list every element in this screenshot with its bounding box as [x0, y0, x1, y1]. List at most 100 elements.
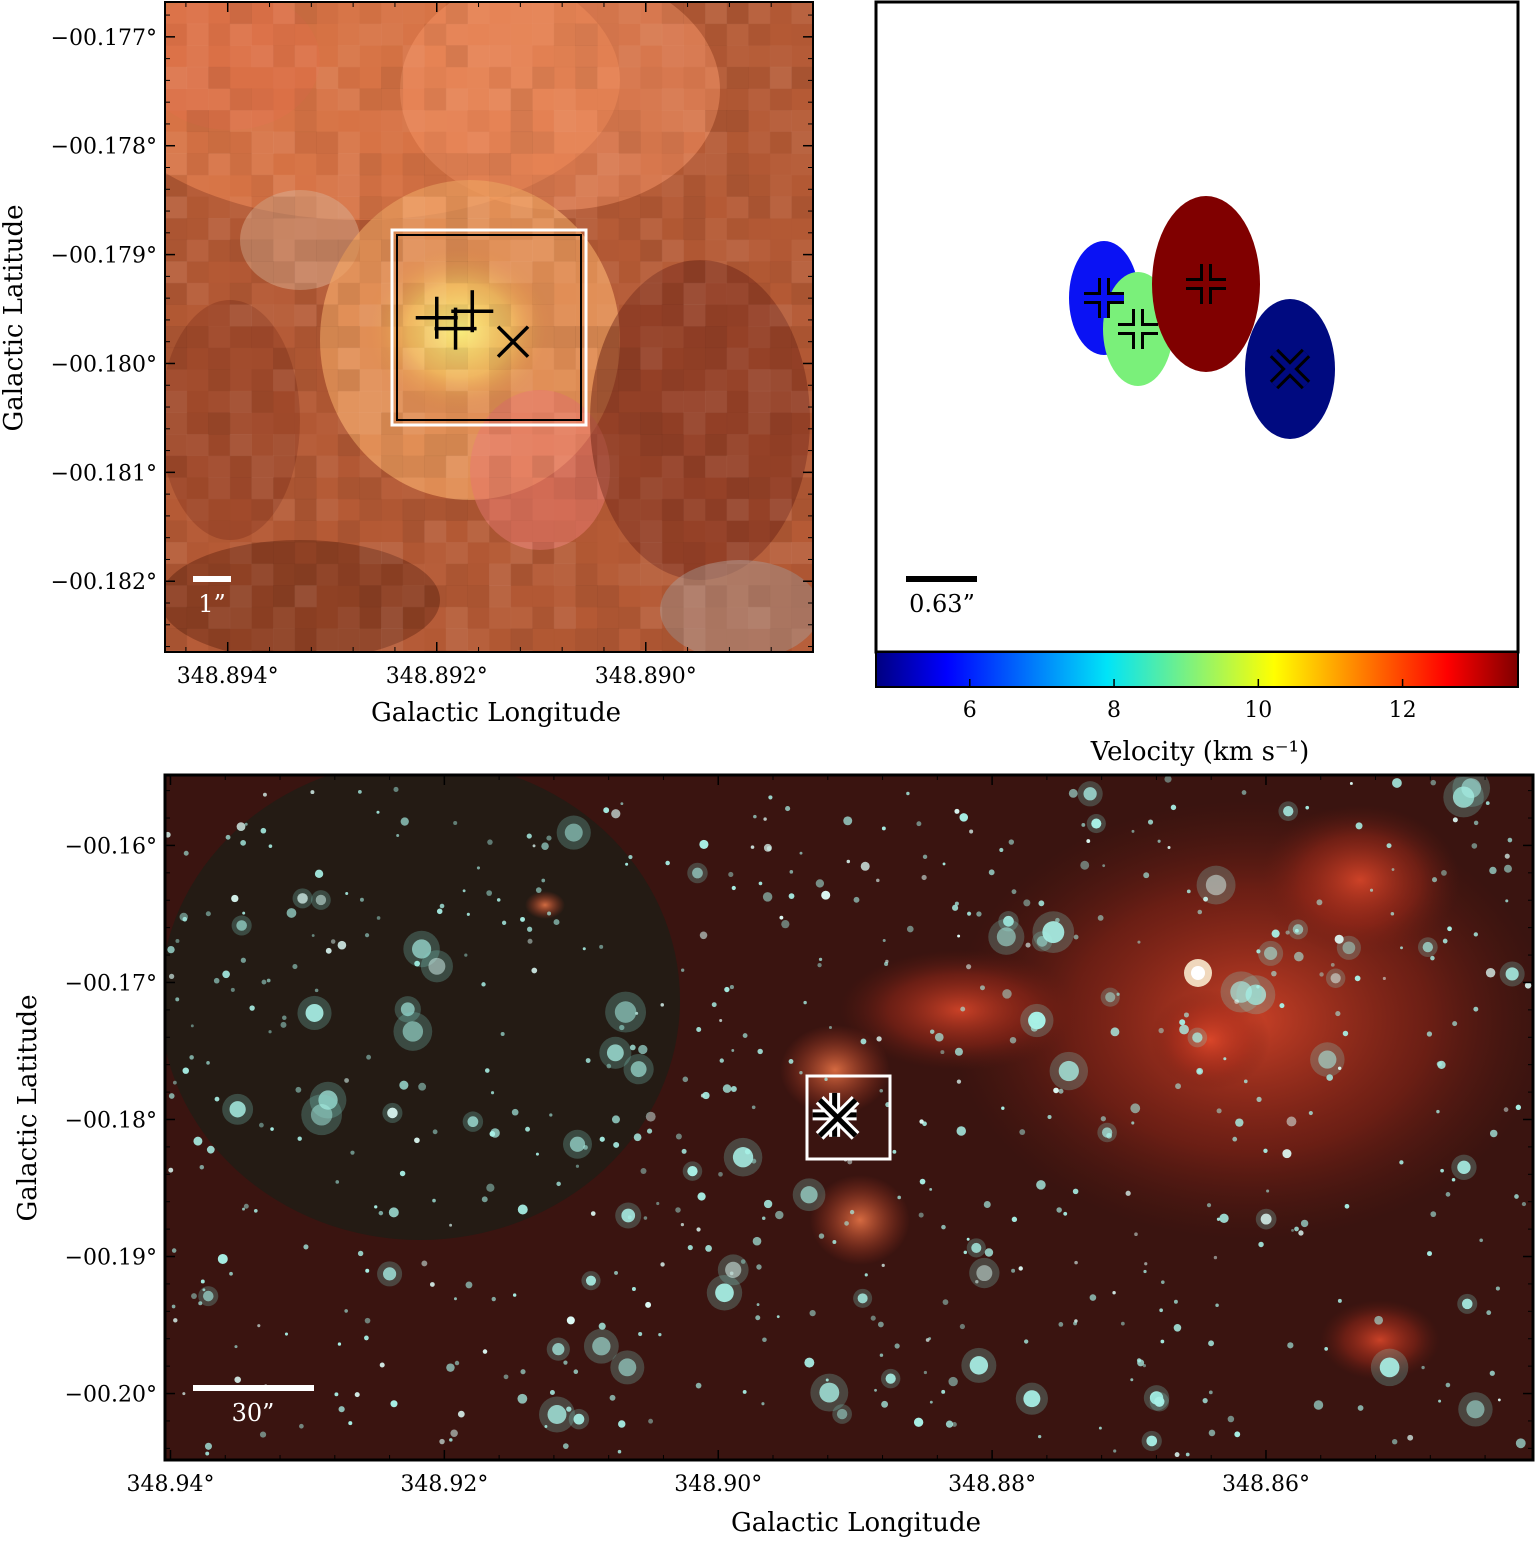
star — [376, 916, 381, 920]
pixel — [316, 45, 338, 67]
star — [535, 1152, 539, 1156]
star — [1504, 853, 1510, 859]
pixel — [489, 520, 512, 543]
star — [1334, 934, 1344, 944]
pixel — [251, 498, 274, 521]
star — [234, 1345, 238, 1349]
star — [768, 795, 773, 800]
pixel — [467, 477, 489, 499]
star — [1503, 864, 1512, 873]
pixel — [337, 650, 360, 652]
pixel — [165, 412, 188, 435]
pixel — [424, 45, 446, 67]
pixel — [575, 542, 597, 564]
pixel — [575, 434, 597, 456]
pixel — [727, 304, 749, 326]
y-tick-label: −00.16° — [65, 834, 157, 859]
pixel — [187, 520, 209, 542]
star — [1097, 914, 1104, 921]
star — [1130, 1378, 1134, 1382]
pixel — [619, 628, 641, 650]
star — [527, 926, 533, 932]
star — [1438, 1399, 1442, 1403]
pixel — [618, 110, 641, 133]
star — [1287, 1342, 1294, 1349]
pixel — [359, 153, 382, 176]
pixel — [359, 304, 382, 327]
pixel — [769, 131, 792, 154]
pixel — [230, 499, 252, 521]
star — [1524, 982, 1532, 989]
star — [1285, 930, 1290, 935]
star — [1185, 1452, 1190, 1457]
pixel — [489, 45, 512, 68]
y-tick-label: −00.182° — [51, 570, 157, 595]
pixel — [511, 2, 533, 24]
pixel — [683, 304, 706, 327]
star — [520, 1369, 526, 1375]
pixel — [597, 564, 619, 586]
star — [656, 1201, 660, 1206]
star — [975, 1280, 979, 1284]
pixel — [359, 606, 382, 629]
star — [702, 1091, 710, 1100]
pixel — [381, 66, 404, 89]
star — [552, 1343, 565, 1356]
star — [486, 1183, 495, 1192]
star — [182, 1067, 189, 1074]
pixel — [770, 2, 792, 24]
star — [402, 1021, 424, 1042]
pixel — [294, 585, 317, 608]
star — [695, 1382, 702, 1389]
star — [836, 1408, 848, 1420]
star — [314, 869, 324, 879]
star — [1489, 866, 1497, 875]
pixel — [662, 110, 684, 132]
star — [1473, 1006, 1479, 1012]
pixel — [791, 650, 813, 672]
pixel — [381, 499, 403, 521]
star — [603, 807, 610, 814]
pixel — [337, 174, 360, 197]
pixel — [553, 347, 576, 370]
star — [374, 1205, 378, 1209]
pixel — [575, 153, 597, 175]
star — [967, 911, 972, 916]
pixel — [359, 520, 381, 542]
star — [1256, 985, 1260, 989]
star — [942, 1299, 949, 1306]
pixel — [187, 499, 209, 521]
star — [206, 1145, 215, 1154]
pixel — [575, 23, 598, 46]
pixel — [424, 477, 446, 499]
star — [183, 850, 189, 856]
pixel — [532, 153, 554, 175]
pixel — [770, 175, 792, 197]
pixel — [337, 563, 360, 586]
pixel — [273, 283, 295, 305]
pixel — [273, 24, 295, 46]
star — [535, 887, 542, 893]
star — [1447, 926, 1452, 932]
pixel — [208, 110, 231, 133]
pixel — [359, 283, 381, 305]
pixel — [424, 412, 446, 434]
pixel — [597, 45, 619, 67]
pixel — [424, 391, 446, 413]
star — [763, 843, 772, 852]
pixel — [640, 110, 662, 132]
star — [682, 1076, 689, 1083]
pixel — [597, 520, 619, 542]
pixel — [165, 326, 188, 349]
pixel — [532, 412, 554, 434]
pixel — [748, 110, 770, 132]
star — [310, 1104, 333, 1126]
pixel — [662, 520, 684, 542]
star — [725, 1261, 742, 1278]
pixel — [229, 304, 252, 327]
pixel — [403, 326, 425, 348]
pixel — [359, 542, 382, 565]
pixel — [208, 477, 231, 500]
star — [1489, 1370, 1495, 1376]
star — [959, 813, 969, 822]
